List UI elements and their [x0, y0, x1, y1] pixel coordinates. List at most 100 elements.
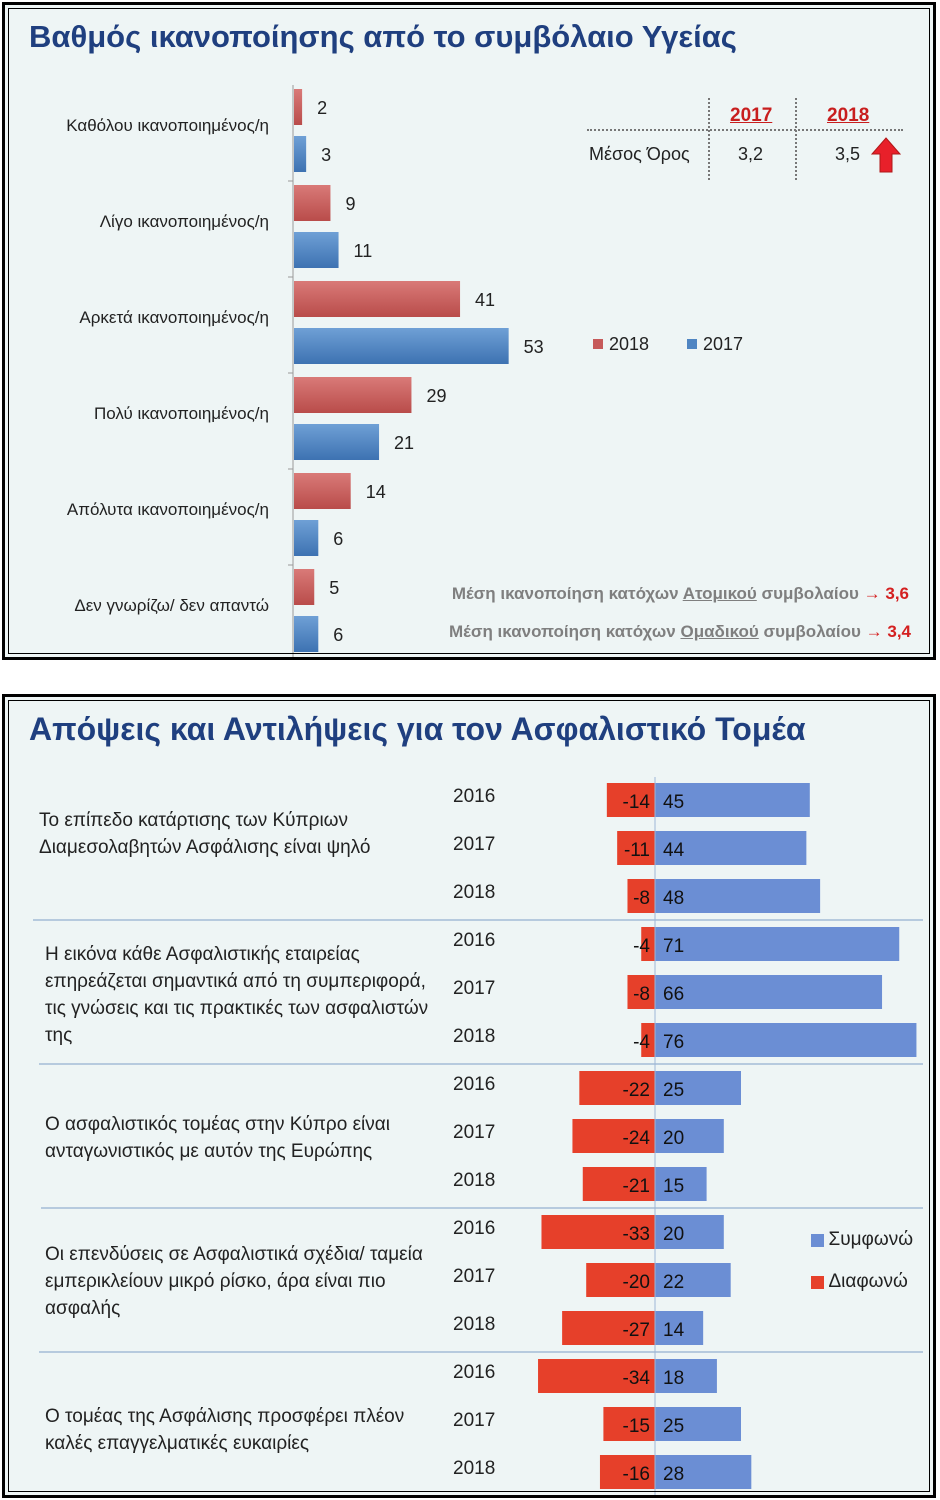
bar-disagree	[627, 975, 655, 1009]
bar-2018	[294, 377, 412, 413]
data-label: 3	[321, 145, 331, 165]
bar-agree	[655, 927, 900, 961]
satisfaction-bar-chart: 2 3 9 11 41 53 29 21 14 6 5 6 2018 2017	[288, 85, 743, 657]
panel-title: Απόψεις και Αντιλήψεις για τον Ασφαλιστι…	[29, 711, 806, 747]
data-label-disagree: -21	[623, 1176, 650, 1197]
data-label-disagree: -8	[633, 888, 650, 909]
statement-label: Η εικόνα κάθε Ασφαλιστικής εταιρείας επη…	[45, 944, 429, 1046]
data-label-disagree: -8	[633, 984, 650, 1005]
bar-2018	[294, 185, 331, 221]
data-label-agree: 15	[663, 1176, 684, 1197]
bar-2018	[294, 569, 315, 605]
bar-agree	[655, 1407, 741, 1441]
mean-value-2018: 3,5	[835, 144, 861, 164]
bar-disagree	[617, 831, 655, 865]
year-label: 2017	[453, 834, 496, 855]
data-label: 6	[333, 529, 343, 549]
data-label: 14	[366, 482, 386, 502]
data-label-disagree: -11	[624, 840, 650, 861]
bar-agree	[655, 879, 821, 913]
bar-2017	[294, 328, 509, 364]
bar-2017	[294, 520, 319, 556]
data-label-agree: 20	[663, 1224, 684, 1245]
bar-disagree	[599, 1455, 655, 1489]
bar-disagree	[606, 783, 655, 817]
panel-title: Βαθμός ικανοποίησης από το συμβόλαιο Υγε…	[29, 19, 737, 54]
data-label-disagree: -20	[623, 1272, 650, 1293]
legend-label-disagree: Διαφωνώ	[828, 1271, 908, 1292]
bar-disagree	[586, 1263, 655, 1297]
category-label: Πολύ ικανοποιημένος/η	[93, 404, 269, 423]
bar-2017	[294, 616, 319, 652]
data-label-disagree: -14	[623, 792, 651, 813]
data-label-disagree: -22	[623, 1080, 650, 1101]
year-label: 2016	[453, 1362, 496, 1383]
note-individual: Μέση ικανοποίηση κατόχων Ατομικού συμβολ…	[451, 584, 909, 603]
data-label-agree: 22	[663, 1272, 684, 1293]
category-label: Αρκετά ικανοποιημένος/η	[79, 308, 269, 327]
bar-agree	[655, 1023, 917, 1057]
data-label-disagree: -15	[623, 1416, 650, 1437]
data-label-disagree: -34	[623, 1368, 651, 1389]
year-label: 2017	[453, 1122, 496, 1143]
bar-2018	[294, 89, 303, 125]
bar-agree	[655, 1215, 724, 1249]
bar-disagree	[641, 1023, 655, 1057]
bar-disagree	[579, 1071, 655, 1105]
year-label: 2016	[453, 1074, 496, 1095]
data-label: 5	[329, 578, 339, 598]
data-label-agree: 28	[663, 1464, 684, 1485]
bar-2017	[294, 136, 307, 172]
statement-label: Το επίπεδο κατάρτισης των Κύπριων Διαμεσ…	[39, 810, 371, 858]
opinions-diverging-chart: -14 45 -11 44 -8 48 -4 71 -8 66 -4 76 -22 25 -24 20 -21 1…	[33, 777, 923, 1495]
year-label: 2018	[453, 1170, 496, 1191]
legend-disagree: Διαφωνώ	[811, 1271, 908, 1293]
opinions-panel: Απόψεις και Αντιλήψεις για τον Ασφαλιστι…	[2, 694, 936, 1498]
up-arrow-icon	[871, 137, 901, 173]
data-label: 41	[475, 290, 495, 310]
statement-label: Οι επενδύσεις σε Ασφαλιστικά σχέδια/ ταμ…	[45, 1244, 423, 1319]
bar-agree	[655, 831, 807, 865]
mean-value-2017: 3,2	[738, 144, 764, 164]
year-label: 2018	[453, 882, 496, 903]
data-label-agree: 45	[663, 792, 684, 813]
table-divider	[708, 98, 710, 180]
satisfaction-panel: Βαθμός ικανοποίησης από το συμβόλαιο Υγε…	[2, 2, 936, 660]
legend-label-2017: 2017	[703, 334, 743, 354]
bar-disagree	[541, 1215, 655, 1249]
mean-col-2017: 2017	[730, 105, 773, 126]
bar-2018	[294, 473, 351, 509]
statement-label: Ο τομέας της Ασφάλισης προσφέρει πλέον κ…	[45, 1406, 405, 1454]
legend-swatch-disagree	[811, 1275, 824, 1289]
bar-agree	[655, 783, 810, 817]
bar-agree	[655, 1263, 731, 1297]
year-label: 2017	[453, 978, 496, 999]
table-divider	[795, 98, 797, 180]
legend-label-2018: 2018	[609, 334, 649, 354]
year-label: 2018	[453, 1026, 496, 1047]
bar-2017	[294, 424, 380, 460]
data-label: 21	[394, 433, 414, 453]
bar-agree	[655, 1071, 741, 1105]
bar-agree	[655, 1359, 717, 1393]
data-label: 11	[354, 241, 373, 261]
data-label-disagree: -24	[623, 1128, 651, 1149]
bar-disagree	[538, 1359, 655, 1393]
mean-col-2018: 2018	[827, 105, 870, 126]
year-label: 2016	[453, 1218, 496, 1239]
data-label-agree: 71	[663, 936, 684, 957]
data-label: 29	[426, 386, 446, 406]
year-label: 2017	[453, 1410, 496, 1431]
legend-swatch-2018	[593, 339, 603, 349]
data-label: 2	[317, 98, 327, 118]
category-label: Λίγο ικανοποιημένος/η	[99, 212, 269, 231]
year-label: 2016	[453, 930, 496, 951]
statement-label: Ο ασφαλιστικός τομέας στην Κύπρο είναι α…	[45, 1114, 390, 1162]
data-label-agree: 25	[663, 1416, 684, 1437]
data-label-agree: 20	[663, 1128, 684, 1149]
year-label: 2018	[453, 1458, 496, 1479]
bar-disagree	[627, 879, 655, 913]
bar-agree	[655, 1311, 704, 1345]
data-label-disagree: -27	[623, 1320, 650, 1341]
note-group: Μέση ικανοποίηση κατόχων Ομαδικού συμβολ…	[448, 622, 911, 641]
